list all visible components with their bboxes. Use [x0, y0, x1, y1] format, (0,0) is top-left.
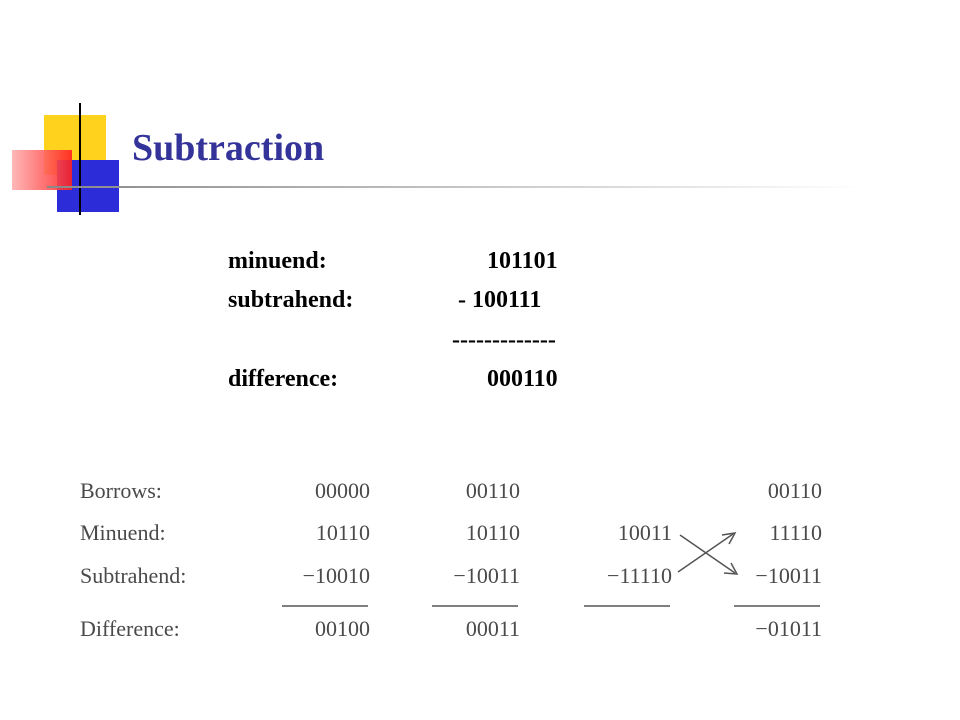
logo — [12, 103, 119, 215]
cell: 00000 — [315, 478, 370, 503]
cell: −01011 — [755, 616, 822, 641]
cell: −10010 — [303, 563, 370, 588]
example-value: 101101 — [487, 248, 558, 274]
example-label: subtrahend: — [228, 287, 353, 313]
cell: 00100 — [315, 616, 370, 641]
table-figure: Borrows: Minuend: Subtrahend: Difference: 00… — [80, 478, 822, 641]
row-label: Subtrahend: — [80, 563, 186, 588]
cell: −10011 — [453, 563, 520, 588]
cell: 10110 — [316, 520, 370, 545]
cell: 10110 — [466, 520, 520, 545]
cell: 11110 — [769, 520, 822, 545]
cell: −11110 — [607, 563, 672, 588]
example-label: difference: — [228, 366, 338, 392]
example-value: ------------- — [452, 327, 556, 353]
title-rule — [47, 186, 862, 188]
arrows — [677, 532, 739, 575]
row-label: Minuend: — [80, 520, 166, 545]
cell: 00110 — [768, 478, 822, 503]
slide-title: Subtraction — [132, 127, 324, 169]
example-value: - 100111 — [458, 287, 541, 313]
example-label: minuend: — [228, 248, 327, 274]
example: minuend: 101101 subtrahend: - 100111 -------… — [228, 248, 558, 392]
row-label: Difference: — [80, 616, 180, 641]
cell: −10011 — [755, 563, 822, 588]
cell: 10011 — [618, 520, 672, 545]
cell: 00110 — [466, 478, 520, 503]
cell: 00011 — [466, 616, 520, 641]
example-value: 000110 — [487, 366, 558, 392]
row-label: Borrows: — [80, 478, 162, 503]
